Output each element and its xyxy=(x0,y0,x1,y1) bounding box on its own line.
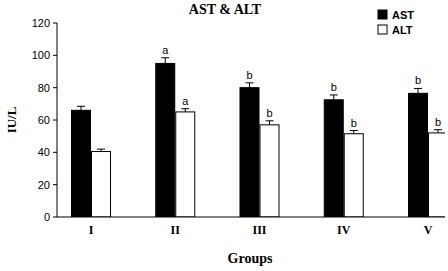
error-bar xyxy=(97,149,105,151)
x-tick-label: II xyxy=(171,223,181,237)
x-tick-label: I xyxy=(89,223,94,237)
x-tick-label: III xyxy=(252,223,266,237)
y-tick-label: 40 xyxy=(38,146,50,158)
error-bar xyxy=(181,109,189,112)
bar xyxy=(260,125,279,217)
y-tick xyxy=(53,217,57,218)
significance-letter: a xyxy=(162,44,169,56)
bar xyxy=(429,133,446,217)
significance-letter: a xyxy=(182,95,189,107)
error-bar xyxy=(266,121,274,125)
significance-letter: b xyxy=(266,107,272,119)
bar xyxy=(240,88,259,217)
y-tick xyxy=(53,152,57,153)
error-bar xyxy=(330,95,338,100)
y-tick-label: 120 xyxy=(32,17,50,29)
legend-label: AST xyxy=(392,9,414,21)
bar xyxy=(176,112,195,217)
bar xyxy=(324,100,343,217)
chart-svg: AST & ALT020406080100120abbbabbbIIIIIIIV… xyxy=(0,0,448,271)
error-bar xyxy=(246,83,254,88)
y-tick xyxy=(53,55,57,56)
error-bar xyxy=(434,130,442,133)
significance-letter: b xyxy=(415,74,421,86)
x-axis-label: Groups xyxy=(228,251,273,266)
significance-letter: b xyxy=(435,116,441,128)
y-tick-label: 100 xyxy=(32,49,50,61)
y-tick xyxy=(53,120,57,121)
bars xyxy=(72,58,446,217)
y-tick-label: 60 xyxy=(38,114,50,126)
title: AST & ALT xyxy=(189,2,262,17)
significance-letter: b xyxy=(351,117,357,129)
x-tick-label: IV xyxy=(337,223,351,237)
bar xyxy=(409,93,428,217)
y-tick xyxy=(53,87,57,88)
x-tick-label: V xyxy=(424,223,433,237)
bar xyxy=(156,63,175,217)
x-axis xyxy=(57,217,445,218)
y-tick xyxy=(53,23,57,24)
y-tick-label: 20 xyxy=(38,179,50,191)
legend-swatch xyxy=(378,25,387,34)
bar xyxy=(72,110,91,217)
bar xyxy=(344,134,363,217)
y-tick xyxy=(53,184,57,185)
error-bar xyxy=(414,88,422,93)
significance-letter: b xyxy=(331,81,337,93)
chart-root: AST & ALT020406080100120abbbabbbIIIIIIIV… xyxy=(0,0,448,271)
y-axis xyxy=(57,23,58,217)
y-tick-label: 0 xyxy=(44,211,50,223)
y-axis-label: IU/L xyxy=(4,106,19,133)
legend-swatch xyxy=(378,10,387,19)
significance-letter: b xyxy=(246,69,252,81)
y-tick-label: 80 xyxy=(38,82,50,94)
bar xyxy=(92,152,111,217)
legend-label: ALT xyxy=(392,24,413,36)
error-bar xyxy=(77,106,85,110)
error-bar xyxy=(161,58,169,64)
error-bar xyxy=(350,131,358,134)
